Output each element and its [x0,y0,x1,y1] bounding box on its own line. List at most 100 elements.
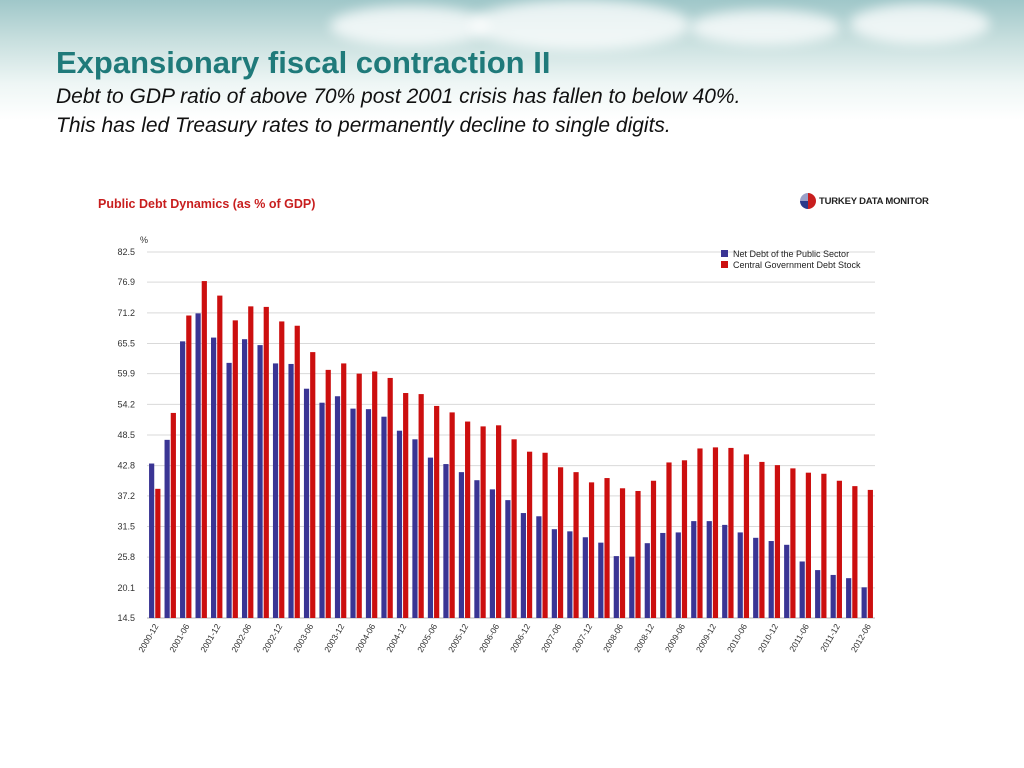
legend-label-net-debt: Net Debt of the Public Sector [733,249,849,259]
bar-central-debt [387,377,393,618]
bar-central-debt [604,478,610,618]
bar-central-debt [635,490,641,618]
bar-net-debt [412,439,418,618]
x-tick-label: 2003-12 [322,622,346,654]
bar-net-debt [582,537,588,618]
bar-net-debt [211,337,217,618]
bar-net-debt [830,574,836,618]
bar-central-debt [774,465,781,618]
y-tick-label: 54.2 [117,399,135,409]
bar-central-debt [697,448,703,618]
bar-net-debt [861,587,867,618]
cloud-decoration [470,0,690,50]
bar-net-debt [288,363,294,618]
bar-central-debt [248,306,254,618]
x-tick-label: 2000-12 [136,622,160,654]
slide-title: Expansionary fiscal contraction II [56,45,551,80]
y-axis-unit-label: % [140,235,148,245]
logo-text: TURKEY DATA MONITOR [819,195,929,207]
bar-net-debt [458,472,465,618]
x-tick-label: 2007-12 [570,622,594,654]
x-tick-label: 2011-12 [818,622,842,654]
legend-swatch-net-debt [721,250,728,257]
bar-central-debt [573,472,579,618]
bar-net-debt [226,362,232,618]
x-tick-label: 2008-06 [601,622,625,654]
y-tick-label: 76.9 [117,277,135,287]
bar-central-debt [867,489,873,618]
bar-central-debt [852,486,858,618]
x-tick-label: 2002-06 [229,622,253,654]
sky-banner [0,0,1024,120]
bar-central-debt [650,480,657,618]
bar-central-debt [496,425,502,618]
x-tick-label: 2003-06 [291,622,315,654]
bar-net-debt [815,570,821,618]
x-tick-label: 2012-06 [849,622,873,654]
bar-central-debt [356,373,362,618]
bar-net-debt [613,556,619,618]
bar-central-debt [728,447,734,618]
bar-central-debt [836,480,842,618]
bar-central-debt [666,462,672,618]
bar-net-debt [536,516,542,618]
bar-net-debt [195,313,201,618]
bar-net-debt [567,531,573,618]
bar-net-debt [660,532,666,618]
y-tick-label: 42.8 [117,461,135,471]
bar-net-debt [272,363,279,618]
bar-central-debt [805,472,811,618]
bar-net-debt [706,521,712,618]
bar-central-debt [511,439,517,618]
bar-central-debt [279,321,285,618]
bar-central-debt [434,405,440,618]
x-tick-label: 2005-12 [446,622,470,654]
bar-central-debt [790,468,796,618]
bar-net-debt [753,537,759,618]
bar-net-debt [241,339,248,618]
chart-title: Public Debt Dynamics (as % of GDP) [98,197,316,211]
x-tick-label: 2011-06 [787,622,811,654]
bar-net-debt [443,464,449,618]
legend-label-central-debt: Central Government Debt Stock [733,260,861,270]
bar-central-debt [170,412,176,618]
public-debt-chart: Public Debt Dynamics (as % of GDP) TURKE… [90,185,930,675]
x-tick-label: 2004-06 [353,622,377,654]
turkey-data-monitor-logo-icon [800,193,816,209]
bar-net-debt [629,556,635,618]
y-tick-label: 31.5 [117,522,135,532]
bar-central-debt [155,488,161,618]
bar-central-debt [465,421,471,618]
bar-net-debt [768,541,774,618]
y-tick-label: 65.5 [117,339,135,349]
bar-central-debt [341,363,347,618]
bar-central-debt [557,467,564,618]
bar-net-debt [164,439,170,618]
x-tick-label: 2006-12 [508,622,532,654]
bar-net-debt [427,457,434,618]
bar-central-debt [821,473,827,618]
bar-net-debt [365,409,372,618]
bar-net-debt [396,430,403,618]
x-tick-label: 2007-06 [539,622,563,654]
bar-central-debt [619,488,626,618]
x-tick-label: 2002-12 [260,622,284,654]
y-tick-label: 82.5 [117,247,135,257]
bar-net-debt [381,416,387,618]
bar-net-debt [737,532,743,618]
bar-net-debt [799,561,805,618]
bar-net-debt [784,544,790,618]
x-tick-label: 2006-06 [477,622,501,654]
slide-subtitle-line-2: This has led Treasury rates to permanent… [56,114,671,137]
bar-central-debt [186,315,192,618]
x-tick-label: 2001-12 [198,622,222,654]
bar-net-debt [691,521,697,618]
x-tick-label: 2008-12 [632,622,656,654]
bar-central-debt [403,393,409,618]
bar-central-debt [418,394,424,618]
bar-central-debt [325,369,331,618]
y-tick-label: 20.1 [117,583,135,593]
x-tick-label: 2001-06 [167,622,191,654]
bar-net-debt [675,532,681,618]
bar-net-debt [644,543,650,618]
